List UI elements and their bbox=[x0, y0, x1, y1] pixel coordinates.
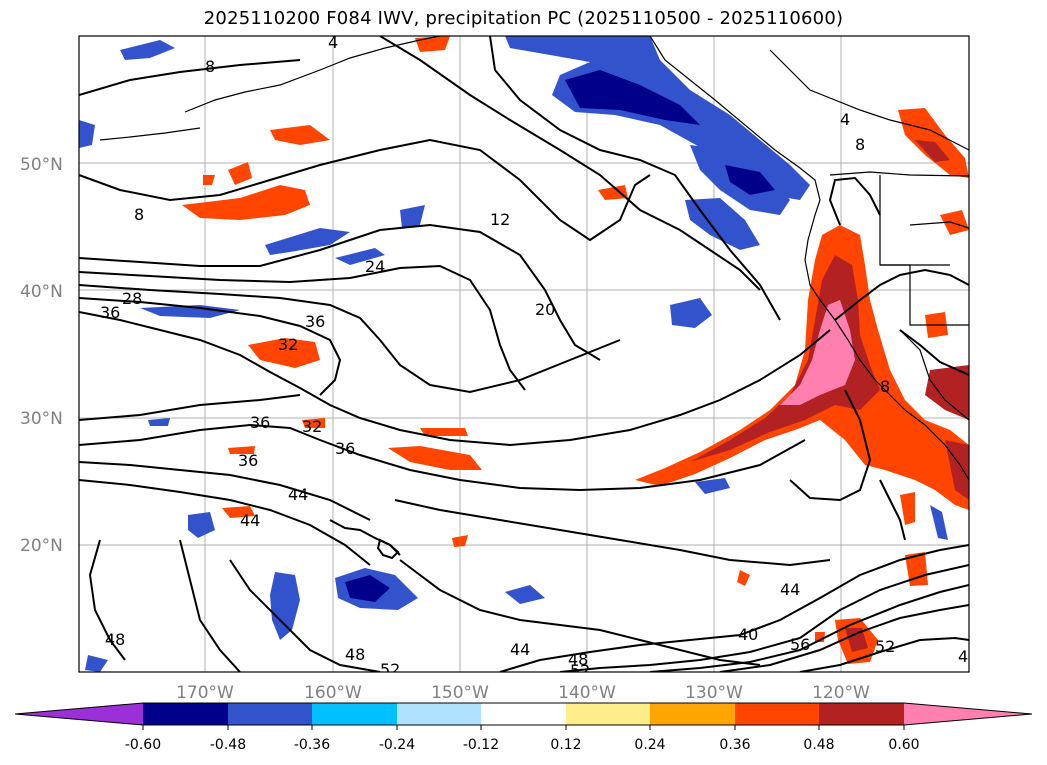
map-title: 2025110200 F084 IWV, precipitation PC (2… bbox=[203, 8, 844, 29]
contour-label: 36 bbox=[250, 413, 270, 432]
colorbar-tick-label: -0.12 bbox=[463, 737, 499, 753]
contour-label: 36 bbox=[100, 303, 120, 322]
contour-label: 32 bbox=[278, 335, 298, 354]
colorbar-segment bbox=[481, 703, 566, 725]
contour-label: 52 bbox=[875, 637, 895, 656]
colorbar-segment bbox=[650, 703, 735, 725]
lat-label-40n: 40°N bbox=[20, 282, 63, 302]
contour-label: 36 bbox=[238, 451, 258, 470]
lon-label-120w: 120°W bbox=[812, 683, 870, 703]
contour-label: 52 bbox=[380, 660, 400, 679]
coastlines bbox=[99, 36, 969, 481]
colorbar-tick-label: -0.36 bbox=[294, 737, 330, 753]
colorbar-segment bbox=[735, 703, 819, 725]
contour-label: 4 bbox=[328, 33, 338, 52]
colorbar-tick-label: 0.36 bbox=[719, 737, 750, 753]
lon-label-150w: 150°W bbox=[431, 683, 489, 703]
contour-label: 44 bbox=[510, 640, 530, 659]
precip-negative-regions bbox=[79, 36, 948, 672]
colorbar-segment bbox=[819, 703, 904, 725]
contour-label: 44 bbox=[240, 511, 260, 530]
colorbar-tick-label: 0.12 bbox=[550, 737, 581, 753]
contour-label: 12 bbox=[490, 210, 510, 229]
colorbar-tick-label: 0.60 bbox=[888, 737, 919, 753]
contour-label: 52 bbox=[570, 661, 590, 680]
colorbar-extend-high bbox=[904, 703, 1032, 725]
contour-label: 28 bbox=[122, 289, 142, 308]
colorbar-extend-low bbox=[15, 703, 143, 725]
colorbar: -0.60 -0.48 -0.36 -0.24 -0.12 0.12 0.24 … bbox=[14, 702, 1033, 753]
contour-label: 24 bbox=[365, 257, 385, 276]
colorbar-segment bbox=[312, 703, 397, 725]
precip-positive-regions bbox=[182, 36, 969, 664]
colorbar-ticks bbox=[142, 725, 905, 730]
contour-label: 44 bbox=[288, 485, 308, 504]
contour-label: 8 bbox=[134, 205, 144, 224]
colorbar-tick-label: -0.60 bbox=[125, 737, 161, 753]
contour-label: 36 bbox=[335, 439, 355, 458]
plot-frame bbox=[78, 35, 970, 673]
contour-label: 48 bbox=[105, 630, 125, 649]
contour-label: 40 bbox=[738, 625, 758, 644]
lon-label-130w: 130°W bbox=[685, 683, 743, 703]
lat-label-30n: 30°N bbox=[20, 409, 63, 429]
lon-label-140w: 140°W bbox=[558, 683, 616, 703]
contour-label: 8 bbox=[855, 135, 865, 154]
contour-label: 44 bbox=[780, 580, 800, 599]
contour-label: 8 bbox=[880, 377, 890, 396]
colorbar-segment bbox=[566, 703, 650, 725]
colorbar-tick-label: 0.48 bbox=[803, 737, 834, 753]
lat-label-20n: 20°N bbox=[20, 536, 63, 556]
lon-label-160w: 160°W bbox=[304, 683, 362, 703]
colorbar-segment bbox=[228, 703, 312, 725]
iwv-contours bbox=[79, 36, 969, 672]
contour-label: 4 bbox=[840, 110, 850, 129]
contour-label: 4 bbox=[958, 647, 968, 666]
lat-label-50n: 50°N bbox=[20, 155, 63, 175]
contour-label: 20 bbox=[535, 300, 555, 319]
contour-label: 8 bbox=[205, 57, 215, 76]
contour-label-group: 4 8 8 12 20 24 28 36 36 32 36 32 36 36 4… bbox=[100, 33, 968, 680]
contour-label: 36 bbox=[305, 312, 325, 331]
colorbar-segment bbox=[143, 703, 228, 725]
contour-label: 56 bbox=[790, 635, 810, 654]
colorbar-tick-label: -0.24 bbox=[379, 737, 415, 753]
colorbar-tick-label: 0.24 bbox=[634, 737, 665, 753]
contour-label: 48 bbox=[345, 645, 365, 664]
colorbar-tick-label: -0.48 bbox=[210, 737, 246, 753]
contour-label: 48 bbox=[568, 650, 588, 669]
lon-label-170w: 170°W bbox=[176, 683, 234, 703]
colorbar-segment bbox=[397, 703, 481, 725]
contour-label: 32 bbox=[302, 417, 322, 436]
